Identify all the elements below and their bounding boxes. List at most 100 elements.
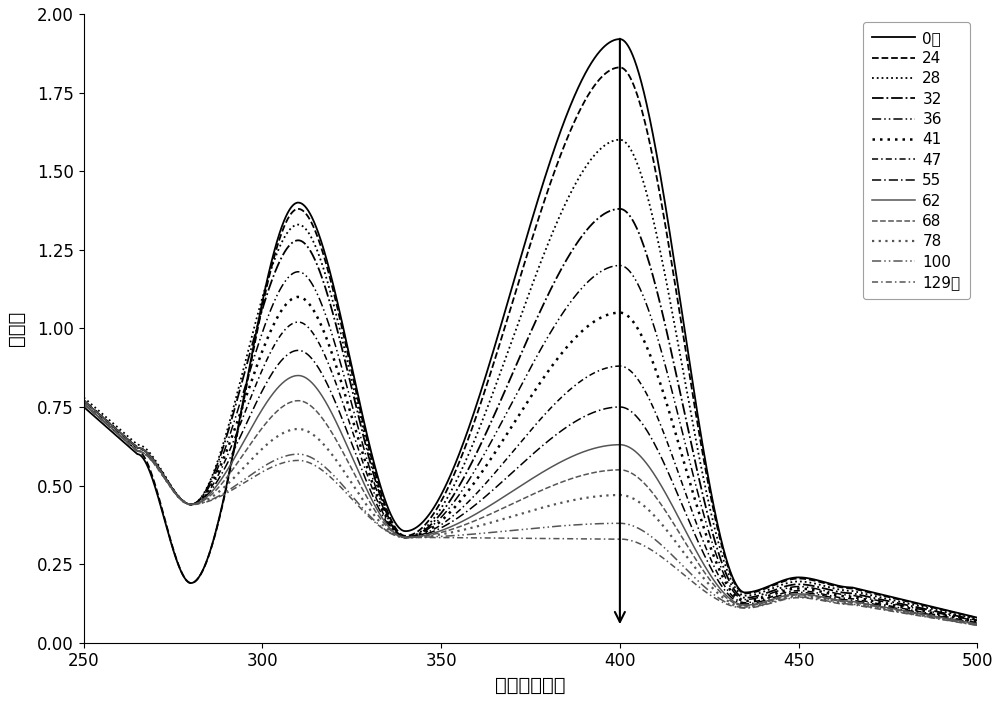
129秒 — [123, 439, 135, 448]
28 — [123, 433, 135, 442]
28 — [78, 393, 90, 402]
129秒 — [78, 399, 90, 408]
129秒 — [489, 534, 501, 542]
41 — [489, 449, 501, 457]
28 — [945, 609, 957, 618]
100 — [945, 616, 957, 625]
24 — [946, 608, 958, 616]
32 — [614, 205, 626, 213]
129秒 — [781, 595, 793, 603]
24 — [489, 356, 501, 364]
100 — [512, 526, 524, 534]
Line: 129秒: 129秒 — [84, 404, 977, 625]
55 — [78, 397, 90, 405]
55 — [946, 614, 958, 623]
78 — [123, 439, 135, 448]
41 — [292, 293, 304, 301]
47 — [971, 618, 983, 627]
55 — [945, 614, 957, 623]
41 — [782, 585, 794, 594]
68 — [513, 496, 525, 505]
129秒 — [945, 617, 957, 625]
78 — [78, 399, 90, 408]
24 — [945, 608, 957, 616]
32 — [945, 611, 957, 619]
78 — [945, 616, 957, 625]
100 — [489, 528, 501, 536]
41 — [946, 613, 958, 621]
55 — [292, 346, 304, 355]
28 — [512, 319, 524, 327]
Line: 62: 62 — [84, 376, 977, 624]
32 — [512, 356, 524, 364]
0秒 — [512, 262, 524, 270]
47 — [782, 588, 794, 596]
36 — [971, 617, 983, 625]
Line: 68: 68 — [84, 401, 977, 624]
41 — [945, 612, 957, 621]
47 — [945, 614, 957, 622]
68 — [971, 620, 983, 628]
24 — [782, 576, 794, 584]
78 — [512, 510, 524, 519]
32 — [971, 616, 983, 625]
32 — [489, 410, 501, 418]
28 — [782, 578, 794, 587]
0秒 — [971, 614, 983, 622]
78 — [781, 593, 793, 602]
62 — [782, 591, 794, 600]
55 — [513, 463, 525, 471]
28 — [614, 135, 626, 144]
68 — [292, 397, 304, 405]
24 — [512, 279, 524, 288]
41 — [123, 437, 135, 445]
100 — [945, 616, 957, 625]
36 — [782, 584, 794, 592]
36 — [123, 437, 135, 445]
100 — [781, 594, 793, 602]
55 — [489, 484, 501, 492]
Line: 32: 32 — [84, 209, 977, 621]
62 — [292, 371, 304, 380]
0秒 — [782, 575, 794, 583]
32 — [78, 397, 90, 405]
32 — [946, 611, 958, 619]
68 — [946, 616, 958, 624]
36 — [78, 397, 90, 405]
100 — [971, 621, 983, 630]
62 — [945, 615, 957, 623]
0秒 — [946, 607, 958, 616]
62 — [513, 483, 525, 491]
36 — [512, 387, 524, 395]
129秒 — [971, 621, 983, 630]
41 — [78, 397, 90, 405]
28 — [971, 615, 983, 623]
55 — [971, 619, 983, 628]
0秒 — [614, 35, 626, 44]
68 — [945, 616, 957, 624]
Line: 100: 100 — [84, 404, 977, 625]
24 — [78, 399, 90, 408]
Line: 28: 28 — [84, 140, 977, 619]
47 — [489, 468, 501, 477]
78 — [945, 616, 957, 624]
Legend: 0秒, 24, 28, 32, 36, 41, 47, 55, 62, 68, 78, 100, 129秒: 0秒, 24, 28, 32, 36, 41, 47, 55, 62, 68, … — [863, 22, 970, 299]
36 — [945, 611, 957, 620]
68 — [489, 508, 501, 516]
129秒 — [512, 534, 524, 543]
Line: 41: 41 — [84, 297, 977, 622]
62 — [971, 620, 983, 628]
68 — [782, 592, 794, 600]
68 — [78, 399, 90, 408]
32 — [782, 581, 794, 590]
Line: 47: 47 — [84, 322, 977, 623]
24 — [123, 439, 135, 448]
47 — [513, 440, 525, 449]
47 — [946, 614, 958, 622]
47 — [292, 318, 304, 326]
68 — [123, 439, 135, 448]
100 — [123, 439, 135, 448]
36 — [489, 431, 501, 439]
55 — [123, 437, 135, 445]
Line: 24: 24 — [84, 67, 977, 618]
